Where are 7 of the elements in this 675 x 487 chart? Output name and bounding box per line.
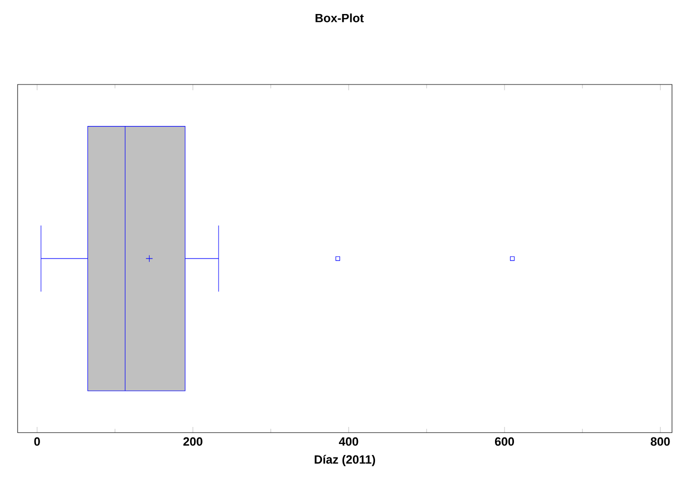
x-axis-title: Díaz (2011) [314,454,376,466]
x-tick-label: 800 [650,437,670,446]
x-tick-label: 600 [494,437,514,446]
x-tick-label: 400 [338,437,358,446]
x-tick-label: 0 [34,437,40,446]
x-tick-label: 200 [183,437,202,446]
chart-title: Box-Plot [316,13,364,22]
